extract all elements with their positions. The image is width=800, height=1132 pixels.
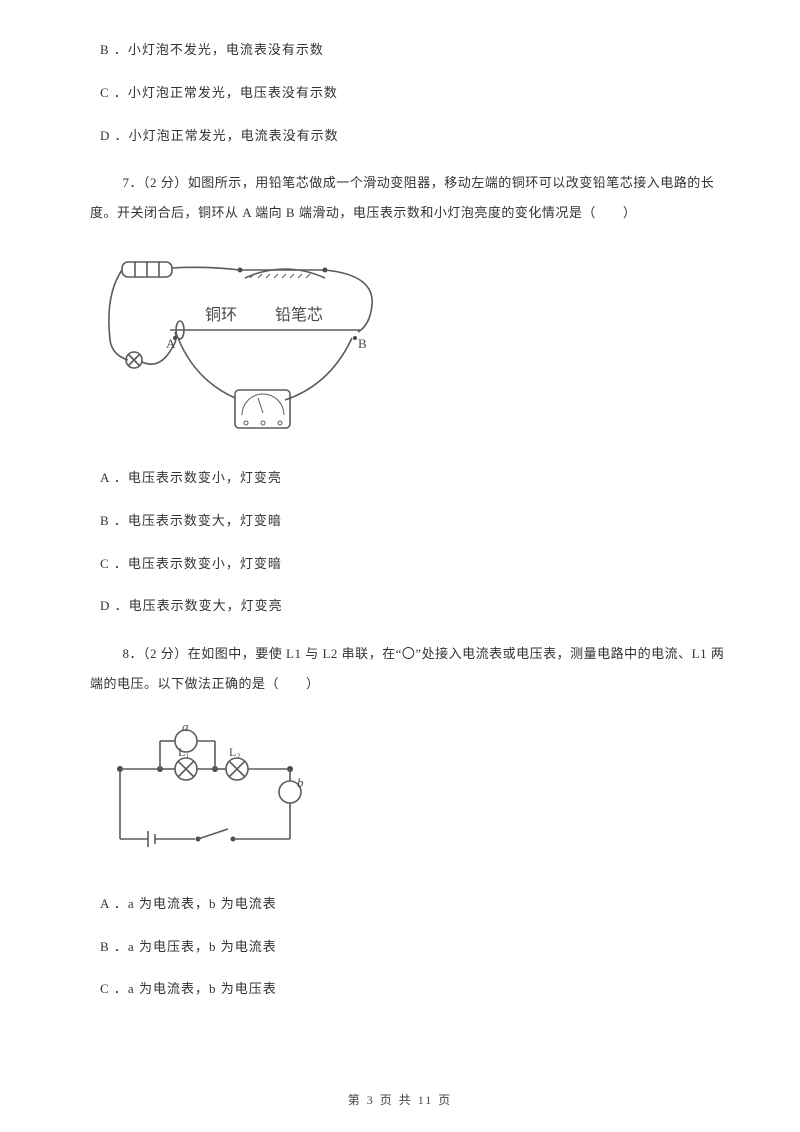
label-a: A xyxy=(166,336,176,351)
label-a: a xyxy=(182,721,189,734)
q8-text: 8．（2 分）在如图中，要使 L1 与 L2 串联，在“〇”处接入电流表或电压表… xyxy=(90,639,730,699)
q7-option-c: C ．电压表示数变小，灯变暗 xyxy=(100,554,730,575)
page: B ．小灯泡不发光，电流表没有示数 C ．小灯泡正常发光，电压表没有示数 D ．… xyxy=(0,0,800,1132)
q7-text: 7．（2 分）如图所示，用铅笔芯做成一个滑动变阻器，移动左端的铜环可以改变铅笔芯… xyxy=(90,168,730,228)
page-footer: 第 3 页 共 11 页 xyxy=(0,1091,800,1110)
q6-option-b: B ．小灯泡不发光，电流表没有示数 xyxy=(100,40,730,61)
q7-option-d: D ．电压表示数变大，灯变亮 xyxy=(100,596,730,617)
q8-option-c: C ．a 为电流表，b 为电压表 xyxy=(100,979,730,1000)
label-pencil: 铅笔芯 xyxy=(275,306,323,324)
q8-figure: a L₁ L₂ b xyxy=(100,721,730,868)
q8-option-a: A ．a 为电流表，b 为电流表 xyxy=(100,894,730,915)
label-l1: L₁ xyxy=(178,745,190,759)
q7-figure: A B 铜环 铅笔芯 xyxy=(100,250,730,442)
q7-option-a: A ．电压表示数变小，灯变亮 xyxy=(100,468,730,489)
label-ring: 铜环 xyxy=(205,306,237,324)
label-b: B xyxy=(358,336,367,351)
q6-option-c: C ．小灯泡正常发光，电压表没有示数 xyxy=(100,83,730,104)
label-l2: L₂ xyxy=(229,745,241,759)
q8-option-b: B ．a 为电压表，b 为电流表 xyxy=(100,937,730,958)
q7-option-b: B ．电压表示数变大，灯变暗 xyxy=(100,511,730,532)
q6-option-d: D ．小灯泡正常发光，电流表没有示数 xyxy=(100,126,730,147)
label-b: b xyxy=(297,775,304,790)
